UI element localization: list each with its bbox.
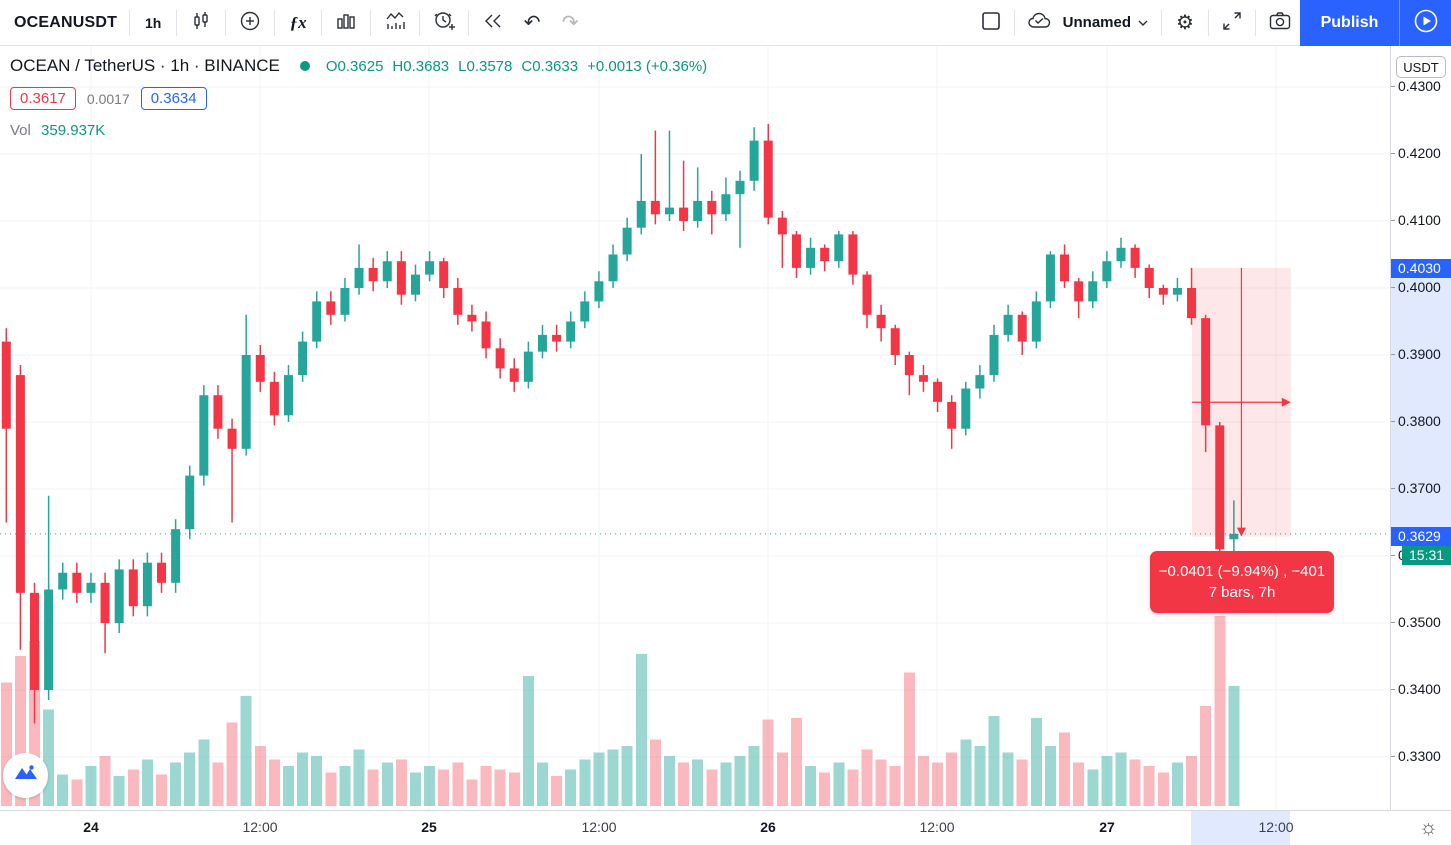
divider <box>1161 9 1162 36</box>
undo-icon: ↶ <box>523 11 541 34</box>
time-tick: 12:00 <box>919 819 955 835</box>
compare-add-icon <box>238 9 262 36</box>
camera-icon <box>1268 10 1292 35</box>
measure-bars: 7 bars, 7h <box>1208 584 1276 601</box>
symbol-button[interactable]: OCEANUSDT <box>0 4 125 42</box>
divider <box>274 9 276 36</box>
chart-legend: OCEAN / TetherUS · 1h · BINANCE O0.3625 … <box>10 56 707 139</box>
ohlc-low: L0.3578 <box>458 57 513 75</box>
market-status-dot[interactable] <box>299 61 310 71</box>
forecast-icon <box>383 9 407 36</box>
indicators-button[interactable]: ƒx <box>279 4 317 42</box>
price-tick: 0.3500 <box>1391 614 1441 630</box>
sell-price-button[interactable]: 0.3617 <box>10 87 76 110</box>
indicator-templates-button[interactable] <box>326 4 366 42</box>
divider <box>468 9 470 36</box>
currency-toggle[interactable]: USDT <box>1396 56 1446 78</box>
bar-countdown-label: 15:31 <box>1402 546 1451 565</box>
candle-style-button[interactable] <box>181 4 221 42</box>
time-tick-day: 25 <box>421 819 437 835</box>
layout-name: Unnamed <box>1062 14 1131 31</box>
price-tick: 0.4100 <box>1391 212 1441 228</box>
layout-square-icon <box>980 10 1002 35</box>
fullscreen-button[interactable] <box>1213 4 1251 42</box>
time-tick-day: 24 <box>83 819 99 835</box>
divider <box>176 9 178 36</box>
alert-button[interactable] <box>424 4 464 42</box>
interval-button[interactable]: 1h <box>134 4 172 42</box>
measure-price-band <box>1391 268 1451 527</box>
price-tick: 0.3800 <box>1391 413 1441 429</box>
divider <box>370 9 372 36</box>
time-tick: 12:00 <box>581 819 617 835</box>
volume-value: 359.937K <box>41 122 106 139</box>
volume-label: Vol <box>10 122 31 139</box>
price-tick: 0.3300 <box>1391 748 1441 764</box>
time-axis[interactable]: ☼ 24 12:00 25 12:00 26 12:00 27 12:00 <box>0 810 1451 845</box>
alert-add-icon <box>432 9 456 36</box>
measure-time-band <box>1191 811 1290 845</box>
time-tick-day: 26 <box>760 819 776 835</box>
top-toolbar: OCEANUSDT 1h ƒx ↶ ↷ <box>0 0 1451 46</box>
divider <box>1255 9 1256 36</box>
forecast-button[interactable] <box>375 4 415 42</box>
measure-change: −0.0401 (−9.94%) , −401 <box>1158 563 1326 580</box>
undo-button[interactable]: ↶ <box>513 4 551 42</box>
chart-settings-button[interactable]: ⚙ <box>1166 4 1204 42</box>
ohlc-close: C0.3633 <box>521 57 579 75</box>
price-tick: 0.3700 <box>1391 480 1441 496</box>
divider <box>225 9 227 36</box>
publish-button[interactable]: Publish <box>1300 0 1399 46</box>
fullscreen-icon <box>1221 10 1243 35</box>
gear-icon: ⚙ <box>1176 11 1194 34</box>
candle-style-icon <box>189 9 213 36</box>
divider <box>419 9 421 36</box>
cloud-check-icon <box>1027 10 1055 35</box>
price-axis[interactable]: USDT 0.4300 0.4200 0.4100 0.4000 0.3900 0.380… <box>1390 46 1451 810</box>
price-tick: 0.4000 <box>1391 279 1441 295</box>
publish-play-button[interactable] <box>1399 0 1451 46</box>
measure-tooltip: −0.0401 (−9.94%) , −401 7 bars, 7h <box>1150 551 1334 613</box>
redo-button[interactable]: ↷ <box>551 4 589 42</box>
price-tick: 0.3900 <box>1391 346 1441 362</box>
cloud-save-button[interactable]: Unnamed <box>1019 4 1157 42</box>
rewind-icon <box>481 9 505 36</box>
ohlc-high: H0.3683 <box>392 57 450 75</box>
divider <box>1208 9 1209 36</box>
measure-from-price-label: 0.4030 <box>1391 259 1451 278</box>
time-tick-day: 27 <box>1099 819 1115 835</box>
indicator-templates-icon <box>334 9 358 36</box>
candlestick-chart[interactable] <box>0 46 1390 810</box>
ohlc-change: +0.0013 (+0.36%) <box>587 57 708 75</box>
ohlc-open: O0.3625 <box>325 57 384 75</box>
sun-theme-icon[interactable]: ☼ <box>1418 816 1438 839</box>
divider <box>129 9 131 36</box>
divider <box>321 9 323 36</box>
price-tick: 0.4200 <box>1391 145 1441 161</box>
buy-price-button[interactable]: 0.3634 <box>140 87 207 110</box>
tradingview-logo[interactable] <box>3 753 48 798</box>
chevron-down-icon <box>1137 15 1149 30</box>
divider <box>1013 9 1015 36</box>
indicators-fx-icon: ƒx <box>289 12 307 32</box>
price-tick: 0.3400 <box>1391 681 1441 697</box>
symbol-title[interactable]: OCEAN / TetherUS · 1h · BINANCE <box>10 56 280 75</box>
compare-button[interactable] <box>230 4 270 42</box>
spread-value: 0.0017 <box>86 90 130 107</box>
time-tick: 12:00 <box>242 819 278 835</box>
time-tick: 12:00 <box>1258 819 1294 835</box>
chart-pane[interactable]: OCEAN / TetherUS · 1h · BINANCE O0.3625 … <box>0 46 1390 810</box>
measure-to-price-label: 0.3629 <box>1391 527 1451 546</box>
bar-replay-button[interactable] <box>473 4 513 42</box>
layout-select-button[interactable] <box>972 4 1010 42</box>
mountain-logo-icon <box>13 760 39 791</box>
redo-icon: ↷ <box>561 11 579 34</box>
price-tick: 0.4300 <box>1391 78 1441 94</box>
snapshot-button[interactable] <box>1260 4 1300 42</box>
play-circle-icon <box>1412 7 1440 38</box>
